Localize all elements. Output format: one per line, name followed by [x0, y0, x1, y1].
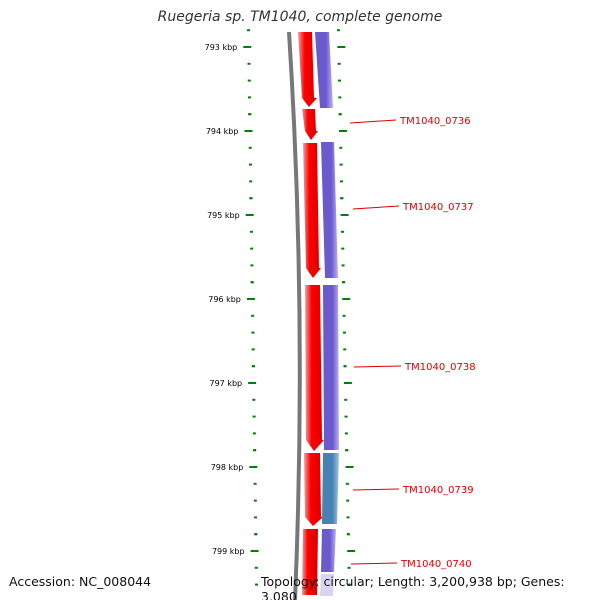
scale-tick-label: 798 kbp [211, 463, 244, 472]
gene-callouts: TM1040_0736 TM1040_0737 TM1040_0738 TM1040_… [349, 116, 476, 570]
gene-label[interactable]: TM1040_0736 [399, 116, 471, 127]
gene-label[interactable]: TM1040_0737 [402, 202, 474, 213]
gene-label[interactable]: TM1040_0738 [404, 362, 476, 373]
feature-rev-0740 [321, 529, 336, 572]
scale-tick-label: 796 kbp [208, 295, 241, 304]
gene-callout-line [353, 365, 402, 368]
feature-rev-0735 [315, 32, 333, 108]
accession-text: Accession: NC_008044 [9, 574, 152, 589]
gene-label[interactable]: TM1040_0739 [402, 485, 474, 496]
scale-tick-label: 797 kbp [210, 379, 243, 388]
scale-tick-label: 795 kbp [207, 211, 240, 220]
topology-text: Topology: circular; Length: 3,200,938 bp… [261, 574, 565, 600]
genome-backbone [287, 31, 302, 600]
feature-fwd-0739 [304, 453, 323, 526]
feature-rev-0741 [320, 574, 334, 596]
feature-fwd-0736 [302, 109, 318, 140]
gene-callout-line [349, 119, 397, 124]
feature-fwd-0737 [303, 143, 321, 278]
feature-rev-0737 [321, 142, 338, 278]
scale-tick-label: 794 kbp [206, 127, 239, 136]
gene-callout-line [350, 562, 398, 565]
scale-tick-label: 793 kbp [205, 43, 238, 52]
feature-fwd-0740 [302, 529, 318, 595]
forward-strand-track [298, 32, 324, 595]
reverse-strand-track [315, 32, 339, 596]
scale-tick-label: 799 kbp [212, 547, 245, 556]
feature-rev-0739 [322, 453, 339, 524]
feature-fwd-0738 [305, 285, 324, 451]
scale-ticks [243, 29, 356, 586]
feature-fwd-0735 [298, 32, 317, 107]
gene-callout-line [352, 205, 400, 210]
scale-tick-labels: 793 kbp 794 kbp 795 kbp 796 kbp 797 kbp 798 k… [205, 43, 245, 556]
gene-callout-line [352, 488, 400, 491]
map-title: Ruegeria sp. TM1040, complete genome [157, 9, 443, 25]
gene-label[interactable]: TM1040_0740 [400, 559, 472, 570]
feature-rev-0738 [323, 285, 339, 450]
